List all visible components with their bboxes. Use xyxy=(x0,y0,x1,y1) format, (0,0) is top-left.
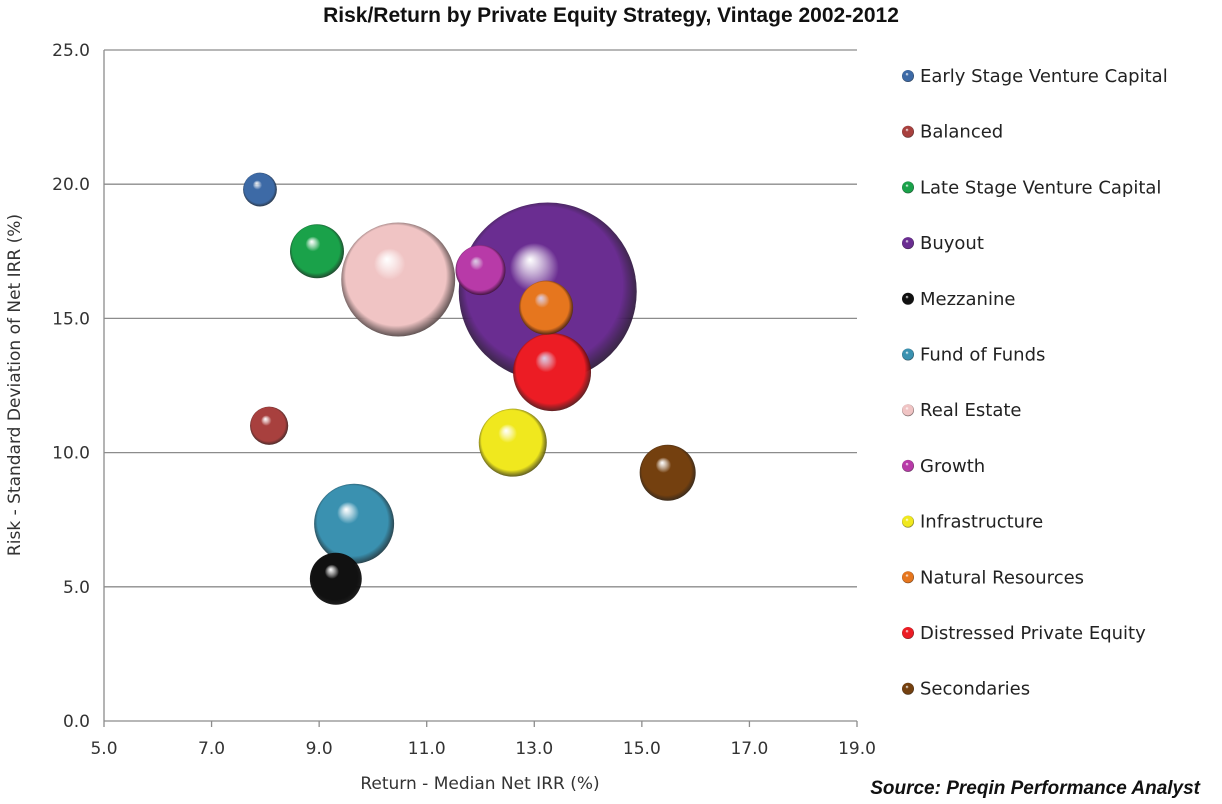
legend-label: Late Stage Venture Capital xyxy=(920,177,1161,198)
bubbles xyxy=(243,172,696,605)
legend-marker xyxy=(902,404,914,417)
bubble-balanced xyxy=(250,406,289,445)
x-tick-label: 5.0 xyxy=(90,739,117,759)
legend-marker xyxy=(902,682,914,695)
chart-title: Risk/Return by Private Equity Strategy, … xyxy=(323,4,899,27)
bubble-secondaries xyxy=(639,444,696,501)
legend-marker xyxy=(902,515,914,528)
y-tick-label: 10.0 xyxy=(52,444,90,464)
legend-label: Real Estate xyxy=(920,400,1022,421)
x-axis-label: Return - Median Net IRR (%) xyxy=(360,774,599,794)
bubble-early-stage-venture-capital xyxy=(243,172,277,207)
legend-marker xyxy=(902,237,914,250)
legend-marker xyxy=(902,348,914,361)
legend-marker xyxy=(902,181,914,194)
legend-label: Secondaries xyxy=(920,679,1030,700)
x-tick-label: 9.0 xyxy=(306,739,333,759)
y-axis-label: Risk - Standard Deviation of Net IRR (%) xyxy=(5,214,25,556)
bubble-real-estate xyxy=(341,222,456,337)
legend-marker xyxy=(902,125,914,138)
bubble-distressed-private-equity xyxy=(513,333,592,412)
legend-label: Natural Resources xyxy=(920,567,1084,588)
x-tick-label: 11.0 xyxy=(408,739,446,759)
legend-label: Distressed Private Equity xyxy=(920,623,1146,644)
bubble-infrastructure xyxy=(478,408,547,477)
axes: 0.05.010.015.020.025.05.0 7.0 9.0 11.0 13.0 1… xyxy=(52,41,876,759)
bubble-mezzanine xyxy=(309,552,362,605)
legend: Early Stage Venture Capital Balanced Late … xyxy=(902,66,1168,700)
y-tick-label: 5.0 xyxy=(63,578,90,598)
legend-label: Balanced xyxy=(920,122,1003,143)
y-tick-label: 15.0 xyxy=(52,309,90,329)
bubble-late-stage-venture-capital xyxy=(289,224,344,279)
source-note: Source: Preqin Performance Analyst xyxy=(870,778,1200,799)
bubble-natural-resources xyxy=(519,280,574,335)
legend-label: Fund of Funds xyxy=(920,345,1045,366)
x-tick-label: 17.0 xyxy=(730,739,768,759)
legend-marker xyxy=(902,571,914,584)
legend-marker xyxy=(902,292,914,305)
x-tick-label: 15.0 xyxy=(623,739,661,759)
y-tick-label: 25.0 xyxy=(52,41,90,61)
legend-marker xyxy=(902,70,914,82)
legend-marker xyxy=(902,459,914,472)
y-tick-label: 0.0 xyxy=(63,712,90,732)
legend-label: Mezzanine xyxy=(920,289,1015,310)
bubble-fund-of-funds xyxy=(314,483,395,564)
x-tick-label: 13.0 xyxy=(515,739,553,759)
y-tick-label: 20.0 xyxy=(52,175,90,195)
legend-marker xyxy=(902,627,914,639)
x-tick-label: 7.0 xyxy=(198,739,225,759)
legend-label: Early Stage Venture Capital xyxy=(920,66,1168,87)
legend-label: Buyout xyxy=(920,233,984,254)
x-tick-label: 19.0 xyxy=(838,739,876,759)
legend-label: Growth xyxy=(920,456,985,477)
legend-label: Infrastructure xyxy=(920,512,1043,533)
bubble-growth xyxy=(455,245,506,296)
